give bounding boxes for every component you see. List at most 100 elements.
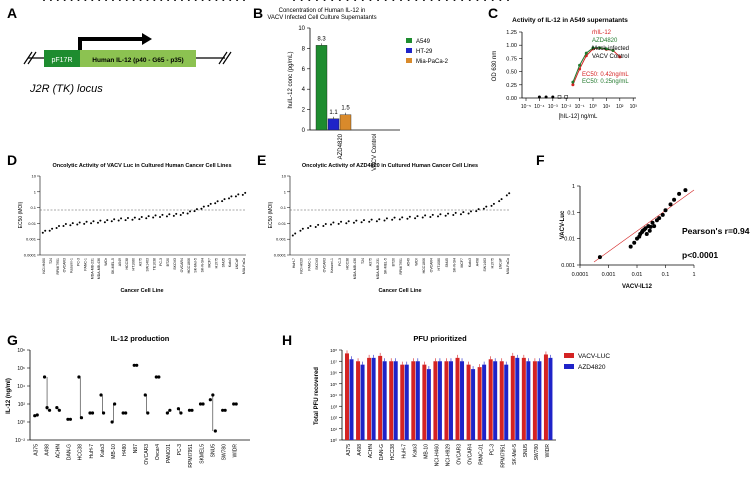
chart-g-ytick: 10⁰: [17, 420, 25, 426]
scatter-point: [140, 216, 143, 219]
scatter-point: [209, 202, 212, 205]
chart-h-xtick: SK-Mel-5: [512, 444, 518, 465]
correlation-point: [663, 208, 668, 213]
scatter-point: [57, 224, 60, 227]
chart-g-xtick: H480: [122, 444, 128, 456]
ytick: 0.001: [26, 237, 37, 242]
chart-g-xtick: HuH-7: [89, 444, 95, 459]
il12-point: [66, 417, 70, 421]
scatter-point: [113, 218, 116, 221]
il12-point: [124, 411, 128, 415]
scatter-point: [453, 0, 456, 1]
xtick-cell-line: WiDr: [414, 257, 418, 266]
bar-AZD4820: [349, 359, 354, 440]
scatter-point: [49, 0, 52, 1]
xtick-cell-line: PC-3: [76, 258, 80, 266]
xtick-cell-line: RPMI7951: [399, 258, 403, 275]
chart-e-xlabel: Cancer Cell Line: [378, 288, 421, 294]
xtick-cell-line: Kato3: [468, 258, 472, 267]
chart-h-xtick: OVCAR4: [468, 444, 474, 465]
il12-point: [135, 363, 139, 367]
bar-VACV-LUC: [477, 367, 482, 440]
chart-c-ytick: 0.00: [506, 96, 517, 102]
scatter-point: [299, 229, 302, 232]
chart-h-ytick: 10⁸: [330, 348, 337, 353]
scatter-point: [118, 0, 121, 1]
xtick-cell-line: RPMI7951: [56, 258, 60, 275]
ytick: 0.1: [30, 205, 36, 210]
chart-h-ylabel: Total PFU recovered: [314, 367, 320, 425]
panel-d-chart: Oncolytic Activity of VACV Luc in Cultur…: [18, 0, 247, 294]
bar-VACV-LUC: [521, 357, 526, 440]
panel-b-chart: Concentration of Human IL-12 in VACV Inf…: [267, 8, 448, 171]
panel-label-e: E: [257, 152, 267, 168]
il12-point: [68, 417, 73, 421]
il12-point: [198, 402, 203, 406]
chart-b-title-1: Concentration of Human IL-12 in: [279, 8, 366, 14]
scatter-point: [429, 215, 432, 218]
scatter-point: [300, 0, 303, 1]
scatter-point: [77, 0, 80, 1]
scatter-point: [243, 0, 245, 1]
scatter-point: [63, 0, 66, 1]
chart-h-xtick: NCI-H460: [434, 444, 440, 466]
scatter-point: [362, 219, 365, 222]
scatter-point: [391, 218, 394, 221]
correlation-point: [668, 202, 673, 207]
bar-AZD4820: [537, 361, 542, 440]
scatter-point: [200, 207, 203, 210]
ytick: 0.001: [276, 237, 287, 242]
chart-b-title-2: VACV Infected Cell Culture Supernatants: [267, 15, 376, 21]
xtick-cell-line: A549: [118, 258, 122, 266]
scatter-point: [346, 0, 349, 1]
bar-AZD4820: [515, 357, 520, 440]
scatter-point: [415, 0, 418, 1]
chart-h-xtick: ACHN: [368, 444, 374, 459]
chart-b-cat-vacv: VACV Control: [372, 134, 378, 171]
xtick-cell-line: HCC38: [125, 258, 129, 270]
il12-point: [110, 420, 114, 424]
xtick-cell-line: HCC1806: [422, 258, 426, 273]
scatter-point: [360, 221, 363, 224]
scatter-point: [172, 214, 175, 217]
scatter-point: [308, 0, 311, 1]
ytick: 0.1: [280, 205, 286, 210]
scatter-point: [330, 223, 333, 226]
il12-point: [211, 393, 215, 397]
chart-b-ytick: 8: [302, 46, 306, 52]
il12-point: [121, 411, 125, 415]
scatter-point: [354, 0, 357, 1]
scatter-point: [383, 219, 386, 222]
scatter-point: [370, 218, 373, 221]
correlation-point: [677, 191, 682, 196]
chart-f-xtick: 0.1: [662, 272, 670, 278]
chart-c-ytick: 0.25: [506, 83, 517, 89]
bar-value-label: 1.5: [341, 106, 350, 112]
scatter-point: [175, 212, 178, 215]
xtick-cell-line: LNCaP: [235, 257, 239, 269]
scatter-point: [215, 0, 218, 1]
bar-AZD4820: [415, 361, 420, 440]
bar-A549: [315, 45, 328, 131]
bar-VACV-LUC: [356, 361, 361, 440]
scatter-point: [99, 219, 102, 222]
chart-h-xtick: RPMI7951: [501, 444, 507, 468]
chart-b-ytick: 10: [298, 26, 305, 32]
panel-label-h: H: [282, 332, 293, 348]
bar-AZD4820: [426, 369, 431, 440]
correlation-point: [672, 197, 677, 202]
il12-point: [168, 408, 172, 412]
scatter-point: [92, 220, 95, 223]
scatter-point: [98, 0, 101, 1]
legend-ht29: HT-29: [416, 49, 433, 55]
scatter-point: [168, 213, 171, 216]
scatter-point: [133, 216, 136, 219]
il12-point: [221, 408, 225, 412]
chart-h-xtick: PC-3: [490, 444, 496, 456]
scatter-point: [437, 215, 440, 218]
transcription-arrow: [78, 37, 142, 50]
chart-h-xtick: HCC38: [390, 444, 396, 461]
scatter-point: [244, 191, 247, 194]
scatter-point: [447, 212, 450, 215]
scatter-point: [393, 216, 396, 219]
